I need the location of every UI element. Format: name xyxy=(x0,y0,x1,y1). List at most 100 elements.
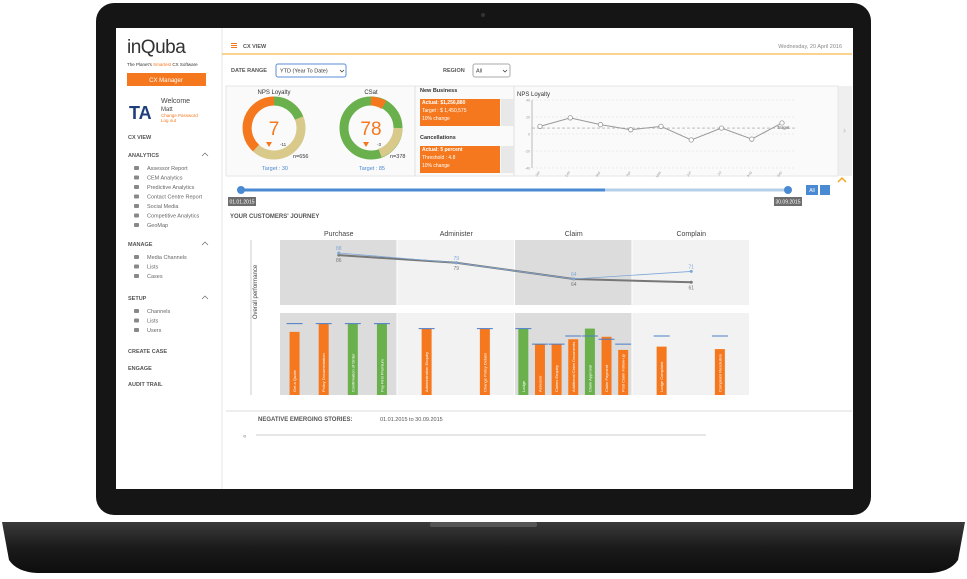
nav-item[interactable]: Cases xyxy=(147,274,163,280)
timeline-handle[interactable] xyxy=(237,186,245,194)
touchpoint-label: Confirmation of Order xyxy=(350,353,355,392)
stage-name: Claim xyxy=(565,231,583,238)
touchpoint-label: Claim Approval xyxy=(587,365,592,392)
welcome: Welcome xyxy=(161,98,190,105)
touchpoint-bar xyxy=(656,346,667,395)
x-tick-label: Jan xyxy=(535,170,541,177)
touchpoint-label: Change Policy Details xyxy=(482,353,487,392)
gauge-change: -11 xyxy=(280,142,287,147)
journey-point xyxy=(572,277,576,281)
kpi-title: Cancellations xyxy=(420,135,456,141)
gauge-target: Target : 85 xyxy=(359,166,385,172)
nav-section[interactable]: SETUP xyxy=(128,296,147,302)
button-label: CX Manager xyxy=(149,78,183,84)
chevron xyxy=(201,295,209,300)
touchpoint-bar xyxy=(568,339,579,395)
stage-panel xyxy=(397,240,514,305)
nav-icon xyxy=(134,274,139,278)
cx-manager-button[interactable] xyxy=(127,73,206,86)
region-select[interactable] xyxy=(472,63,511,78)
kpi-box xyxy=(420,146,500,173)
select-value: All xyxy=(476,69,482,75)
journey-value: 64 xyxy=(571,282,577,288)
user-name: Matt xyxy=(161,107,173,113)
stage-panel xyxy=(280,240,397,305)
nav-item[interactable]: Contact Centre Report xyxy=(147,195,202,201)
touchpoint-label: Assessor xyxy=(537,375,542,392)
change-password[interactable]: Change Password xyxy=(161,113,198,118)
journey-line xyxy=(338,252,692,280)
menu-icon[interactable] xyxy=(231,43,237,48)
nav-icon xyxy=(134,328,139,332)
nav-link[interactable]: CX VIEW xyxy=(128,135,152,141)
nav-link[interactable]: AUDIT TRAIL xyxy=(128,382,163,388)
touchpoint-bar xyxy=(584,328,595,395)
gauge-title: NPS Loyalty xyxy=(257,90,290,96)
nav-icon xyxy=(134,213,139,218)
nav-icon xyxy=(134,255,139,259)
touchpoint-bar xyxy=(479,328,490,395)
nav-item[interactable]: Channels xyxy=(147,309,170,315)
date-tag xyxy=(228,197,256,206)
timeline-handle[interactable] xyxy=(784,186,792,194)
scroll-track xyxy=(501,146,514,173)
refresh-button[interactable] xyxy=(820,185,830,195)
nav-item[interactable]: CEM Analytics xyxy=(147,176,183,182)
collapse-icon[interactable] xyxy=(837,176,847,183)
prev-icon[interactable]: « xyxy=(243,434,247,440)
nav-item[interactable]: GeoMap xyxy=(147,223,168,229)
nav-item[interactable]: Media Channels xyxy=(147,255,187,261)
stage-name: Purchase xyxy=(324,231,354,238)
stories-period: 01.01.2015 to 30.09.2015 xyxy=(380,417,443,423)
x-tick-label: Sep xyxy=(776,170,783,177)
carousel-next[interactable] xyxy=(838,86,852,176)
date-tag xyxy=(774,197,802,206)
gauge-ring xyxy=(339,96,403,160)
nav-item[interactable]: Lists xyxy=(147,319,159,325)
x-tick-label: Apr xyxy=(625,170,632,177)
nav-section[interactable]: MANAGE xyxy=(128,242,153,248)
touchpoint-label: Additional Claim Documents xyxy=(571,342,576,392)
touchpoint-bar xyxy=(421,328,432,395)
y-tick-label: 40 xyxy=(526,99,530,103)
nav-section[interactable]: ANALYTICS xyxy=(128,153,159,159)
log-out[interactable]: Log out xyxy=(161,118,177,123)
journey-point xyxy=(337,251,341,255)
nav-link[interactable]: ENGAGE xyxy=(128,366,152,372)
trend-point xyxy=(597,122,604,128)
kpi-box xyxy=(420,99,500,126)
nav-link[interactable]: CREATE CASE xyxy=(128,349,167,355)
nav-item[interactable]: Assessor Report xyxy=(147,166,188,172)
stage-panel xyxy=(397,313,514,395)
nav-item[interactable]: Social Media xyxy=(147,204,179,210)
stage-panel xyxy=(632,313,749,395)
touchpoint-bar xyxy=(318,323,329,395)
y-tick-label: -40 xyxy=(525,167,530,171)
nav-item[interactable]: Competitive Analytics xyxy=(147,214,200,220)
tagline-part: CX Software xyxy=(171,62,198,67)
target-label: Target xyxy=(777,125,790,130)
nav-icon xyxy=(134,223,139,227)
touchpoint-bar xyxy=(618,349,629,395)
nav-item[interactable]: Users xyxy=(147,328,162,334)
journey-value: 71 xyxy=(688,264,694,270)
x-tick-label: Jun xyxy=(686,170,692,177)
journey-point xyxy=(689,269,693,273)
date-range-select[interactable] xyxy=(275,63,347,78)
nav-item[interactable]: Predictive Analytics xyxy=(147,185,195,191)
touchpoint-label: Complaint Resolution xyxy=(717,354,722,392)
trend-point xyxy=(718,125,725,131)
journey-point xyxy=(454,261,458,265)
trend-point xyxy=(749,136,755,142)
journey-title: YOUR CUSTOMERS' JOURNEY xyxy=(230,214,319,220)
nav-item[interactable]: Lists xyxy=(147,265,159,271)
scroll-track xyxy=(501,99,514,126)
nav-icon xyxy=(134,166,139,170)
all-button[interactable] xyxy=(806,185,818,195)
trend-point xyxy=(688,137,694,143)
down-arrow xyxy=(266,142,272,147)
nav-icon xyxy=(134,185,139,189)
logo: inQuba xyxy=(127,37,186,58)
stage-panel xyxy=(515,240,632,305)
trend-point xyxy=(567,115,573,121)
